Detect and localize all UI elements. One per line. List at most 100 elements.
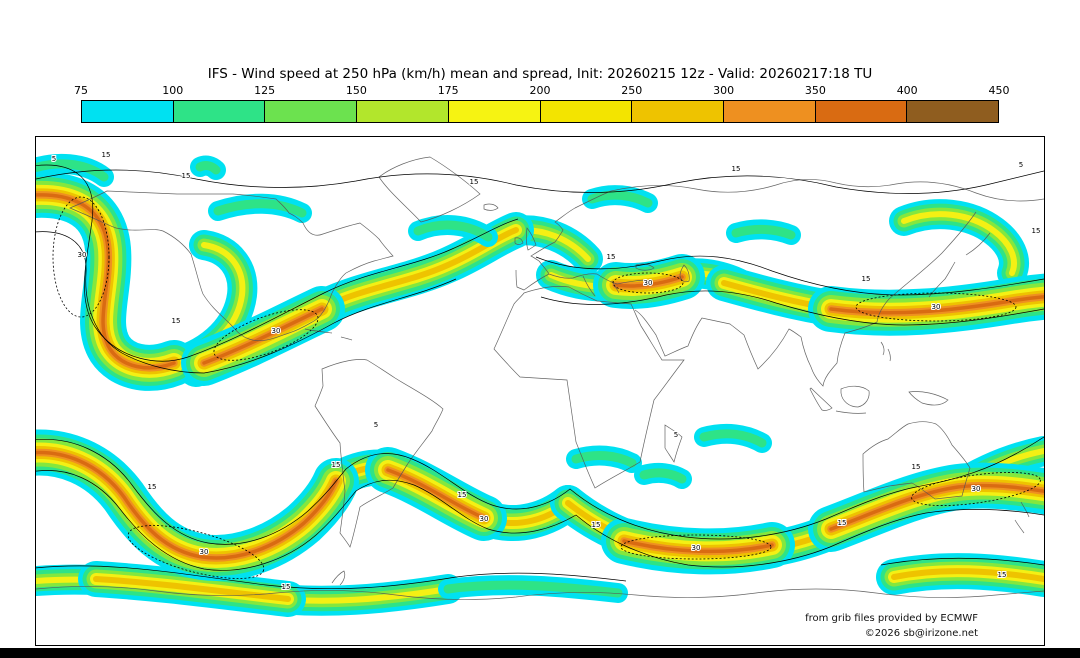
coastline-asia xyxy=(610,179,1044,414)
wind-speed-band xyxy=(893,203,1025,284)
wind-speed-band xyxy=(829,483,1044,531)
contour-value-label: 30 xyxy=(272,327,281,335)
contour-value-label: 30 xyxy=(692,544,701,552)
credit-source: from grib files provided by ECMWF xyxy=(805,613,978,624)
wind-speed-band xyxy=(213,199,307,218)
world-map-svg: 5 15 15 15 15 5 30 15 30 30 15 30 15 15 15 30 15 15 30 30 15… xyxy=(36,150,1044,617)
map-frame: 5 15 15 15 15 5 30 15 30 30 15 30 15 15 15 30 15 15 30 30 15… xyxy=(35,136,1045,646)
colorbar xyxy=(81,100,999,123)
contour-value-label: 30 xyxy=(972,485,981,493)
colorbar-tick: 100 xyxy=(162,84,184,97)
spread-contour-dashed xyxy=(52,196,110,318)
spread-contour-dashed xyxy=(127,525,265,579)
spread-contour-line xyxy=(36,565,627,590)
contour-value-label: 5 xyxy=(374,421,378,429)
wind-speed-band xyxy=(195,161,221,175)
colorbar-tick: 150 xyxy=(345,84,367,97)
spread-contour-dashed xyxy=(911,472,1041,506)
coastline-europe xyxy=(483,190,648,297)
colorbar-tick: 350 xyxy=(804,84,826,97)
wind-speed-band xyxy=(413,220,493,242)
contour-value-label: 5 xyxy=(1019,161,1023,169)
spread-contour-line xyxy=(540,290,1044,326)
contour-value-label: 30 xyxy=(78,251,87,259)
wind-speed-band xyxy=(386,468,486,520)
wind-speed-band xyxy=(36,159,109,182)
colorbar-tick: 450 xyxy=(988,84,1010,97)
wind-speed-band xyxy=(901,211,1017,276)
wind-speed-band xyxy=(36,450,338,560)
spread-contour-dashed xyxy=(855,292,1017,322)
contour-value-label: 15 xyxy=(182,172,191,180)
contour-value-label: 5 xyxy=(52,155,56,163)
credit-copyright: ©2026 sb@irizone.net xyxy=(864,628,978,639)
contour-value-label: 30 xyxy=(200,548,209,556)
wind-speed-band xyxy=(622,539,774,554)
colorbar-segment xyxy=(815,101,908,122)
wind-speed-band xyxy=(614,275,684,288)
coastline-oceania-antarctica xyxy=(36,421,1044,600)
colorbar-tick: 250 xyxy=(621,84,643,97)
wind-speed-band xyxy=(36,193,176,370)
spread-contour-line xyxy=(36,169,1044,194)
colorbar-tick: 200 xyxy=(529,84,551,97)
contour-value-label: 15 xyxy=(282,583,291,591)
contour-value-label: 15 xyxy=(102,151,111,159)
contour-value-label: 30 xyxy=(480,515,489,523)
contour-value-label: 15 xyxy=(470,178,479,186)
colorbar-segment xyxy=(448,101,541,122)
credits: from grib files provided by ECMWF ©2026 … xyxy=(805,611,978,641)
spread-contour-line xyxy=(36,436,1044,545)
contour-value-label: 15 xyxy=(862,275,871,283)
wind-speed-band xyxy=(93,576,291,602)
contour-value-label: 15 xyxy=(1032,227,1041,235)
colorbar-tick: 300 xyxy=(713,84,735,97)
wind-speed-fill-layer xyxy=(36,153,1044,617)
spread-contour-line xyxy=(36,231,457,374)
contour-value-label: 15 xyxy=(607,253,616,261)
contour-value-label: 15 xyxy=(912,463,921,471)
contour-value-label: 30 xyxy=(932,303,941,311)
wind-speed-band xyxy=(443,580,623,598)
colorbar-segment xyxy=(632,101,724,122)
contour-value-label: 15 xyxy=(838,519,847,527)
contour-value-label: 5 xyxy=(674,431,678,439)
wind-speed-band xyxy=(699,429,767,448)
spread-contour-line xyxy=(535,255,1044,296)
colorbar-segment xyxy=(82,101,174,122)
contour-value-label: 15 xyxy=(732,165,741,173)
contour-value-label: 15 xyxy=(458,491,467,499)
colorbar-tick: 75 xyxy=(74,84,88,97)
contour-value-label: 15 xyxy=(998,571,1007,579)
spread-contour-dashed xyxy=(620,534,772,560)
chart-title: IFS - Wind speed at 250 hPa (km/h) mean … xyxy=(207,66,873,82)
spread-contour-dashed xyxy=(612,272,684,294)
contour-value-label: 15 xyxy=(148,483,157,491)
wind-speed-band xyxy=(571,451,637,468)
colorbar-segment xyxy=(723,101,816,122)
colorbar-tick: 400 xyxy=(896,84,918,97)
bottom-black-strip xyxy=(0,648,1080,658)
wind-speed-band xyxy=(829,294,1044,315)
coastline-africa xyxy=(493,286,685,489)
colorbar-segment xyxy=(173,101,266,122)
colorbar-tick: 125 xyxy=(254,84,276,97)
colorbar-segment xyxy=(540,101,633,122)
wind-speed-band xyxy=(731,224,796,240)
contour-value-label: 15 xyxy=(592,521,601,529)
colorbar-tick-labels: 75 100 125 150 175 200 250 300 350 400 450 xyxy=(74,84,1010,97)
colorbar-segment xyxy=(357,101,449,122)
spread-contour-line xyxy=(36,470,1044,571)
contour-value-label: 15 xyxy=(172,317,181,325)
coastline-americas xyxy=(69,156,481,548)
spread-contour-line xyxy=(880,557,1044,566)
contour-labels-layer: 5 15 15 15 15 5 30 15 30 30 15 30 15 15 15 30 15 15 30 30 15… xyxy=(51,150,1042,592)
wind-speed-band xyxy=(639,468,687,484)
colorbar-tick: 175 xyxy=(437,84,459,97)
coastlines-layer xyxy=(36,156,1044,600)
wind-speed-band xyxy=(891,568,1044,582)
spread-contour-line xyxy=(36,164,519,362)
contour-value-label: 30 xyxy=(644,279,653,287)
spread-contours-layer xyxy=(36,164,1044,590)
